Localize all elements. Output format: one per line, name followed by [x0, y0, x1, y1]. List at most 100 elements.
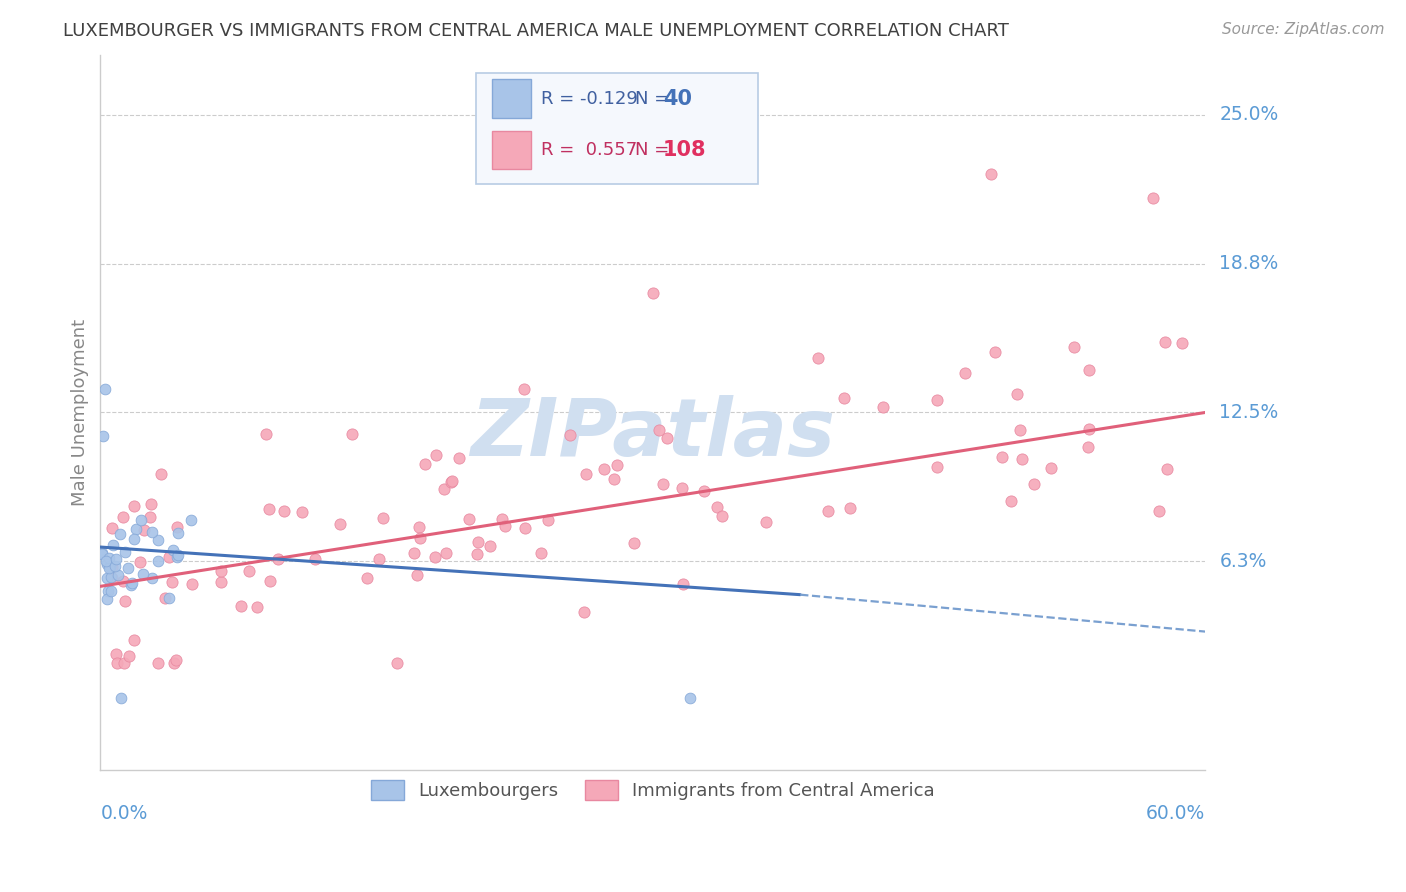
Point: [94, 382, 117, 396]
Point: [112, 509, 135, 524]
Text: 108: 108: [662, 140, 706, 161]
Point: [623, 536, 645, 550]
Text: 18.8%: 18.8%: [1219, 254, 1278, 273]
Point: [513, 382, 536, 396]
Point: [711, 509, 734, 524]
Point: [134, 523, 156, 537]
Point: [110, 691, 132, 706]
Text: N =: N =: [636, 141, 675, 159]
Point: [984, 345, 1007, 359]
Point: [107, 567, 129, 582]
Point: [329, 517, 352, 532]
Point: [160, 575, 183, 590]
Point: [647, 423, 669, 437]
Point: [440, 474, 463, 488]
Point: [693, 484, 716, 499]
Point: [121, 575, 143, 590]
Point: [157, 591, 180, 605]
Point: [209, 575, 232, 590]
Point: [1142, 191, 1164, 205]
Point: [409, 531, 432, 545]
Point: [141, 571, 163, 585]
Point: [153, 591, 176, 606]
Point: [1170, 336, 1192, 351]
Text: 25.0%: 25.0%: [1219, 105, 1278, 124]
Point: [872, 401, 894, 415]
Point: [432, 482, 454, 496]
Point: [91, 429, 114, 443]
Point: [991, 450, 1014, 464]
Point: [122, 499, 145, 513]
Point: [356, 571, 378, 585]
Point: [96, 592, 118, 607]
Point: [97, 584, 120, 599]
Text: 0.0%: 0.0%: [100, 805, 148, 823]
Point: [1005, 387, 1028, 401]
Point: [342, 427, 364, 442]
Point: [494, 519, 516, 533]
Legend: Luxembourgers, Immigrants from Central America: Luxembourgers, Immigrants from Central A…: [364, 772, 942, 807]
Point: [105, 647, 128, 661]
Point: [122, 633, 145, 648]
FancyBboxPatch shape: [492, 79, 531, 118]
Point: [371, 510, 394, 524]
Point: [267, 552, 290, 566]
Point: [165, 653, 187, 667]
Point: [162, 656, 184, 670]
Point: [574, 605, 596, 619]
Point: [105, 656, 128, 670]
Point: [1024, 476, 1046, 491]
Point: [122, 532, 145, 546]
Point: [98, 558, 121, 573]
Point: [108, 527, 131, 541]
Point: [672, 576, 695, 591]
Point: [458, 512, 481, 526]
Point: [1153, 334, 1175, 349]
Point: [128, 555, 150, 569]
Point: [96, 571, 118, 585]
Point: [104, 559, 127, 574]
Point: [162, 543, 184, 558]
Point: [166, 525, 188, 540]
Point: [1078, 363, 1101, 377]
Point: [467, 534, 489, 549]
Point: [1077, 440, 1099, 454]
Point: [440, 475, 463, 490]
Point: [101, 538, 124, 552]
Point: [652, 477, 675, 491]
Point: [180, 513, 202, 527]
Point: [181, 577, 204, 591]
Point: [112, 574, 135, 588]
Point: [425, 448, 447, 462]
Point: [98, 559, 121, 574]
Point: [304, 551, 326, 566]
Point: [114, 544, 136, 558]
Point: [449, 450, 471, 465]
Point: [132, 567, 155, 582]
Point: [1040, 460, 1063, 475]
Point: [105, 552, 128, 566]
Point: [121, 578, 143, 592]
FancyBboxPatch shape: [477, 73, 758, 184]
Point: [1000, 494, 1022, 508]
Point: [148, 533, 170, 548]
Point: [273, 504, 295, 518]
Point: [839, 501, 862, 516]
Point: [117, 561, 139, 575]
Point: [385, 656, 408, 670]
Point: [537, 513, 560, 527]
Point: [209, 564, 232, 578]
Point: [574, 467, 596, 481]
Point: [101, 560, 124, 574]
Point: [125, 522, 148, 536]
Point: [141, 524, 163, 539]
Point: [245, 600, 267, 615]
Point: [603, 472, 626, 486]
Point: [558, 427, 581, 442]
Text: 12.5%: 12.5%: [1219, 403, 1278, 422]
Point: [817, 504, 839, 518]
Point: [679, 691, 702, 706]
Text: Source: ZipAtlas.com: Source: ZipAtlas.com: [1222, 22, 1385, 37]
Point: [100, 571, 122, 585]
Point: [513, 521, 536, 535]
